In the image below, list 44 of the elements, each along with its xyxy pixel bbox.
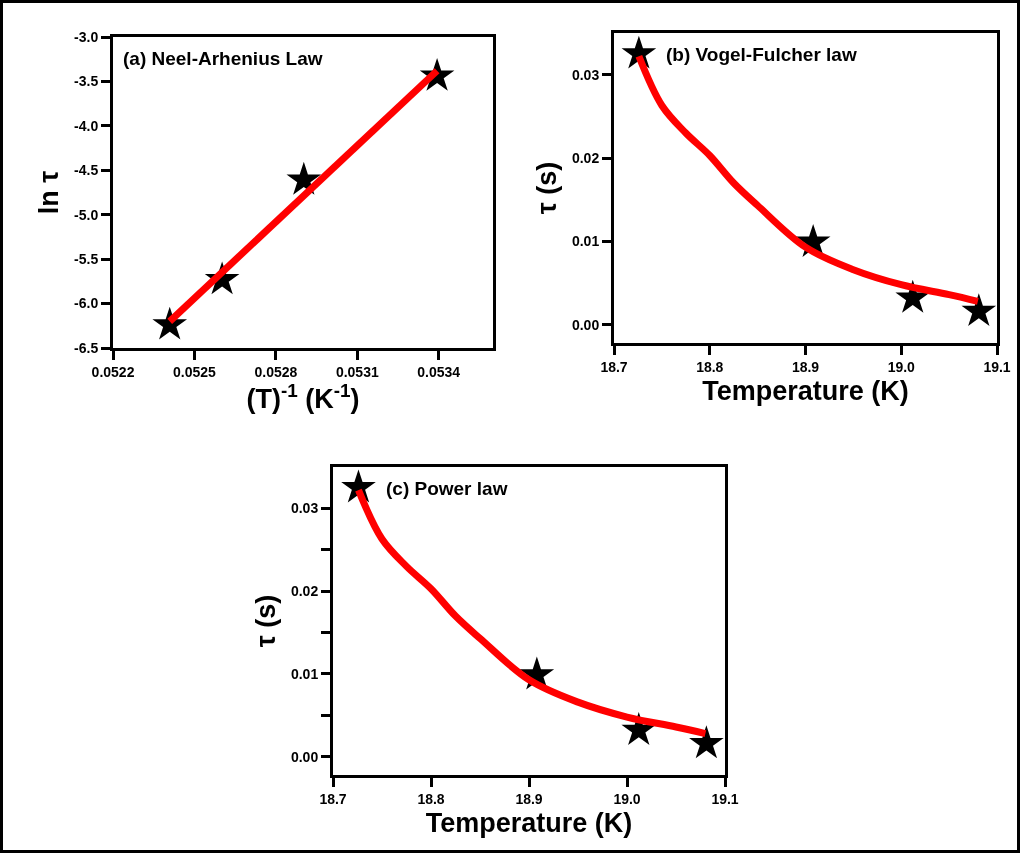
point	[152, 306, 188, 340]
x-axis-title: (T)$^{-1}$ (K$^{-1}$)	[246, 379, 360, 415]
x-tick-label: 18.9	[791, 358, 820, 375]
point	[689, 725, 724, 759]
y-tick-label: -6.5	[74, 339, 99, 356]
annotation: (a) Neel-Arhenius Law	[123, 48, 323, 69]
x-tick-label: 18.8	[417, 790, 445, 807]
x-tick-label: 0.0528	[254, 363, 298, 380]
annotation: (b) Vogel-Fulcher law	[666, 44, 857, 65]
point	[286, 161, 322, 195]
point	[961, 293, 997, 327]
y-tick-label: 0.03	[571, 66, 600, 83]
x-tick-label: 0.0525	[173, 363, 217, 380]
y-tick-label: 0.03	[290, 500, 319, 517]
x-tick-label: 19.0	[613, 790, 641, 807]
y-tick-label: -4.5	[74, 162, 99, 179]
x-axis-title: Temperature (K)	[702, 376, 909, 407]
y-tick-label: 0.00	[571, 316, 600, 333]
y-axis-title: τ (s)	[251, 594, 281, 648]
y-tick-label: -6.0	[74, 295, 99, 312]
x-axis-title: Temperature (K)	[425, 808, 633, 839]
y-tick-label: -4.0	[74, 117, 99, 134]
y-tick-label: 0.01	[571, 233, 600, 250]
y-tick-label: 0.00	[290, 748, 319, 765]
y-tick-label: 0.02	[571, 149, 600, 166]
x-tick-label: 18.9	[515, 790, 543, 807]
y-tick-label: 0.01	[290, 665, 319, 682]
y-axis-title: ln τ	[34, 170, 65, 215]
x-tick-label: 18.7	[600, 358, 628, 375]
x-tick-label: 0.0531	[335, 363, 379, 380]
x-tick-label: 19.1	[983, 358, 1011, 375]
y-tick-label: -3.0	[74, 28, 99, 45]
y-tick-label: -5.5	[74, 251, 99, 268]
y-tick-label: -5.0	[74, 206, 99, 223]
y-tick-label: 0.02	[290, 583, 319, 600]
x-tick-label: 19.1	[711, 790, 739, 807]
x-tick-label: 0.0522	[91, 363, 135, 380]
x-tick-label: 18.8	[696, 358, 724, 375]
x-tick-label: 0.0534	[417, 363, 461, 380]
annotation: (c) Power law	[386, 478, 508, 499]
x-tick-label: 19.0	[887, 358, 916, 375]
y-tick-label: -3.5	[74, 73, 99, 90]
y-axis-title: τ (s)	[532, 161, 562, 215]
x-tick-label: 18.7	[319, 790, 347, 807]
